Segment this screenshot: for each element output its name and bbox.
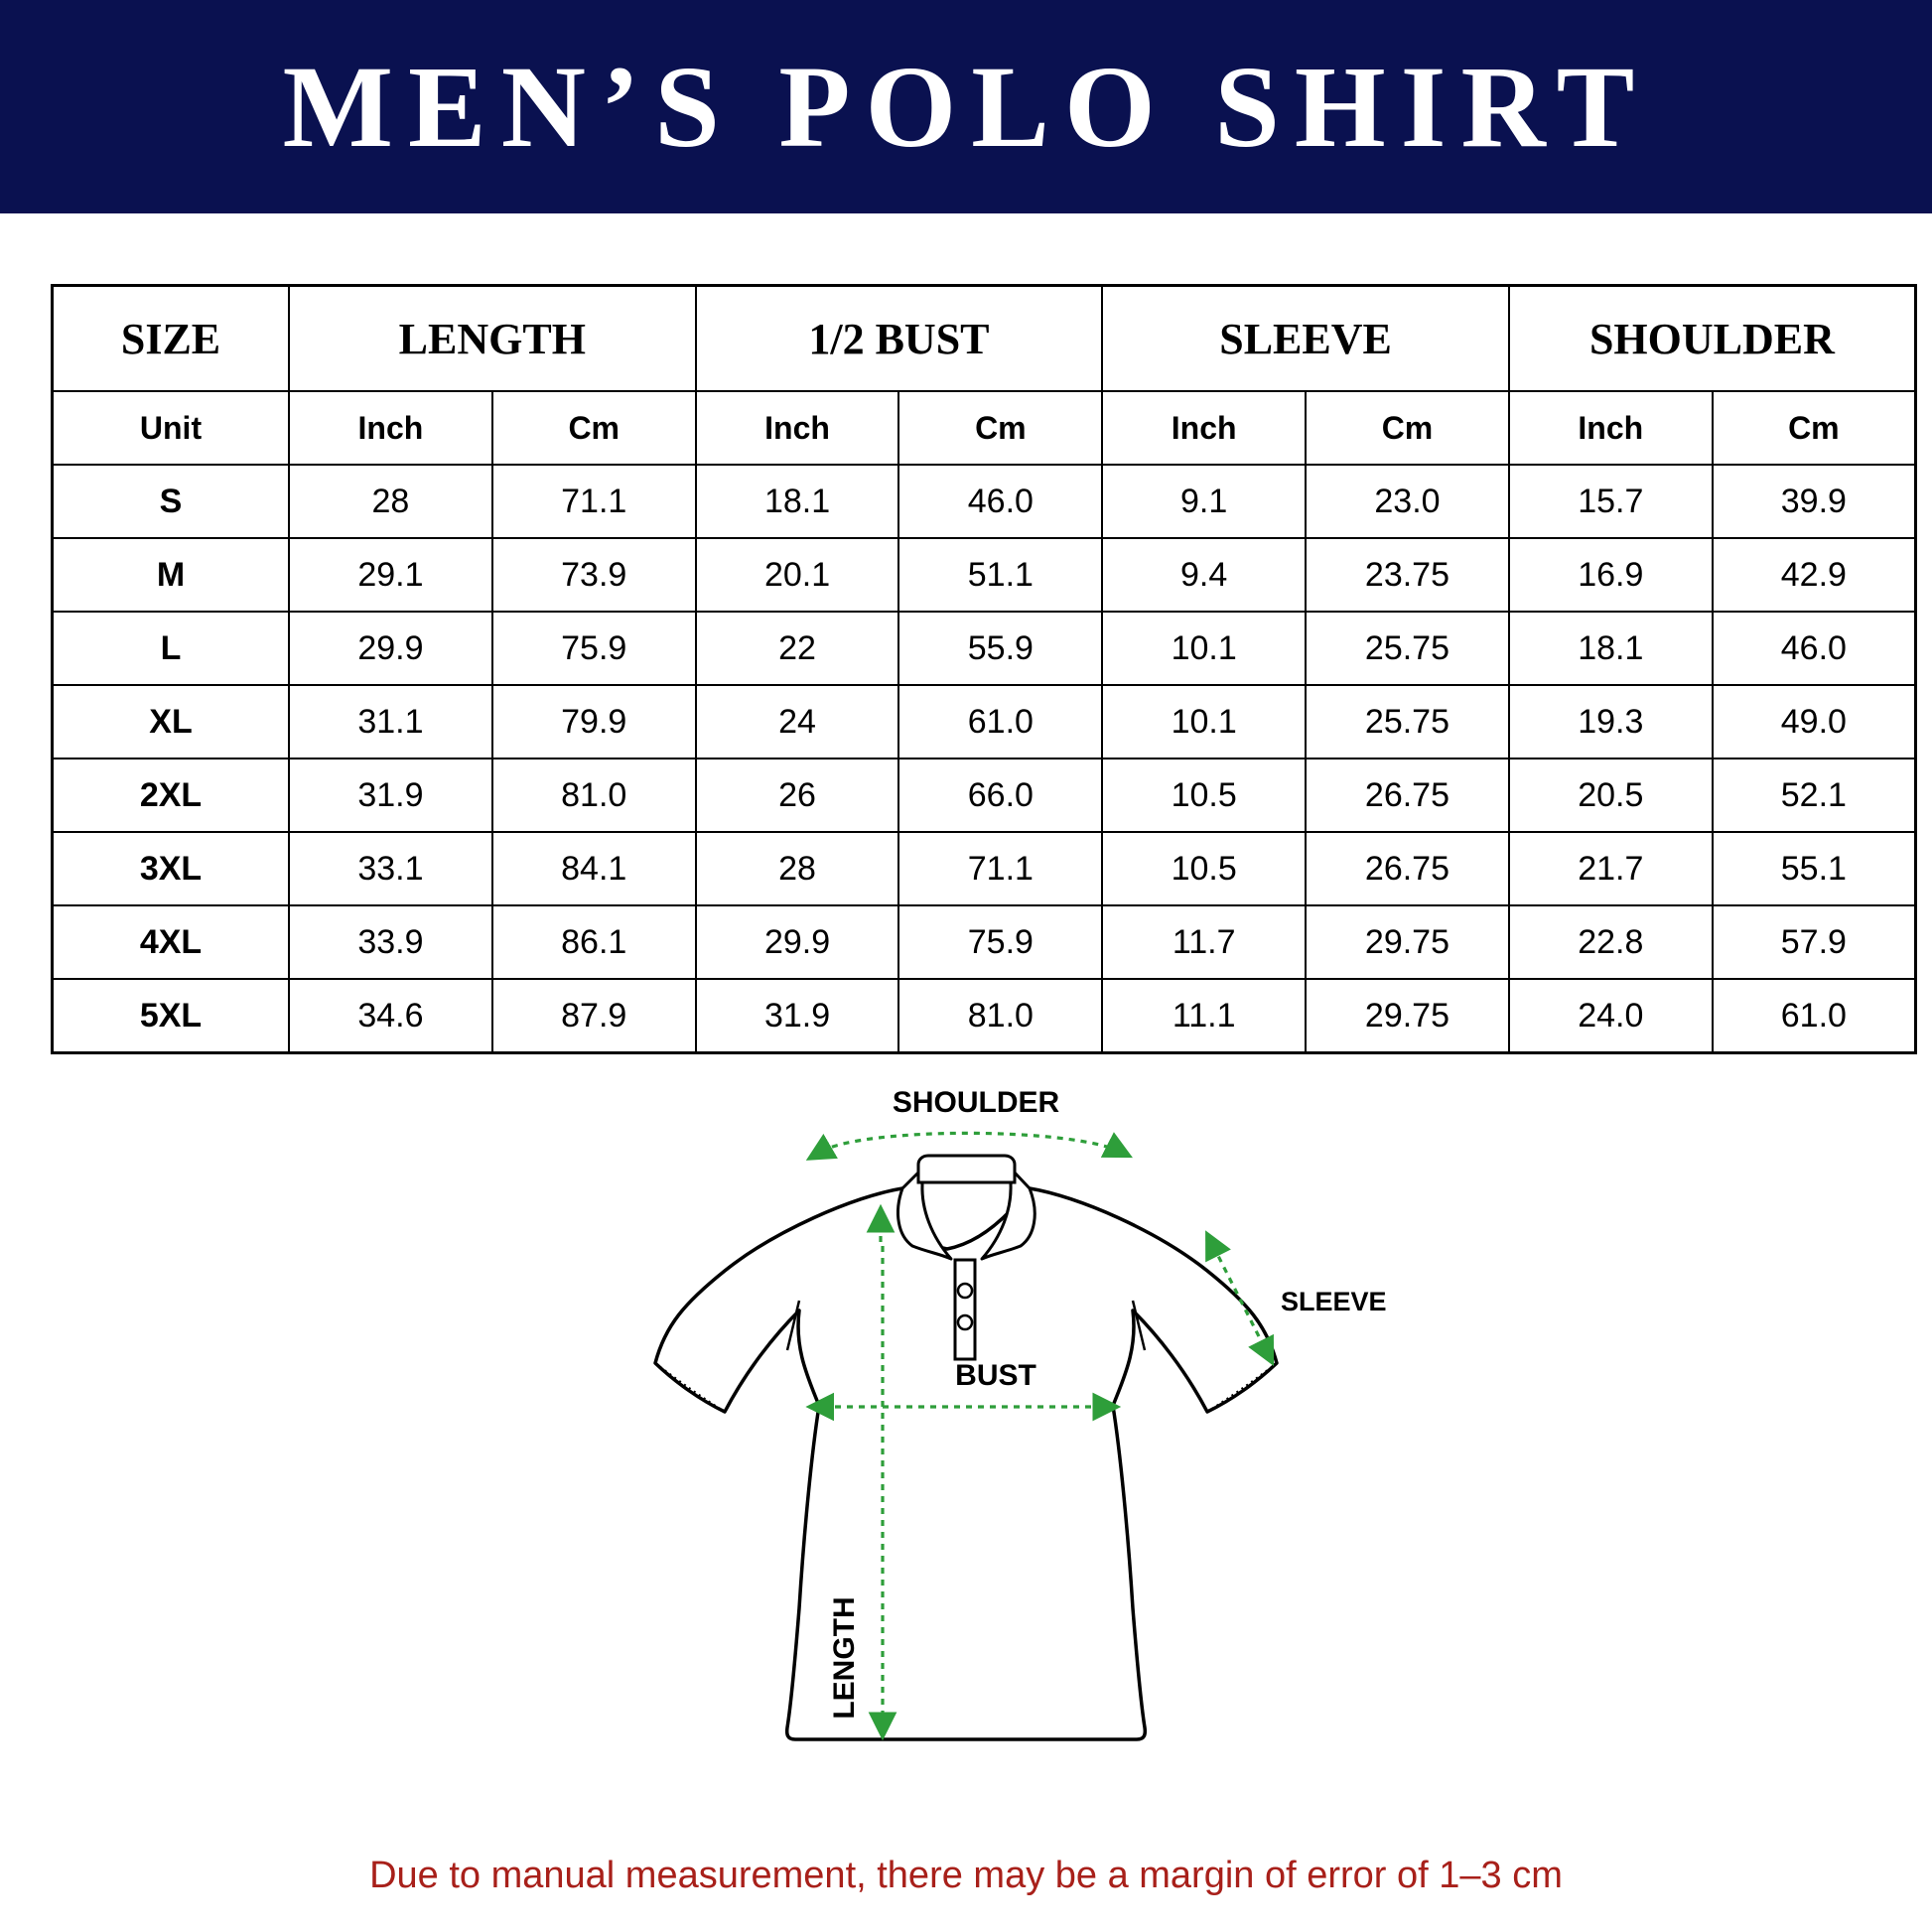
svg-text:SHOULDER: SHOULDER (893, 1086, 1060, 1119)
svg-text:BUST: BUST (955, 1359, 1036, 1392)
svg-text:LENGTH: LENGTH (828, 1596, 861, 1719)
svg-text:SLEEVE: SLEEVE (1281, 1287, 1387, 1316)
